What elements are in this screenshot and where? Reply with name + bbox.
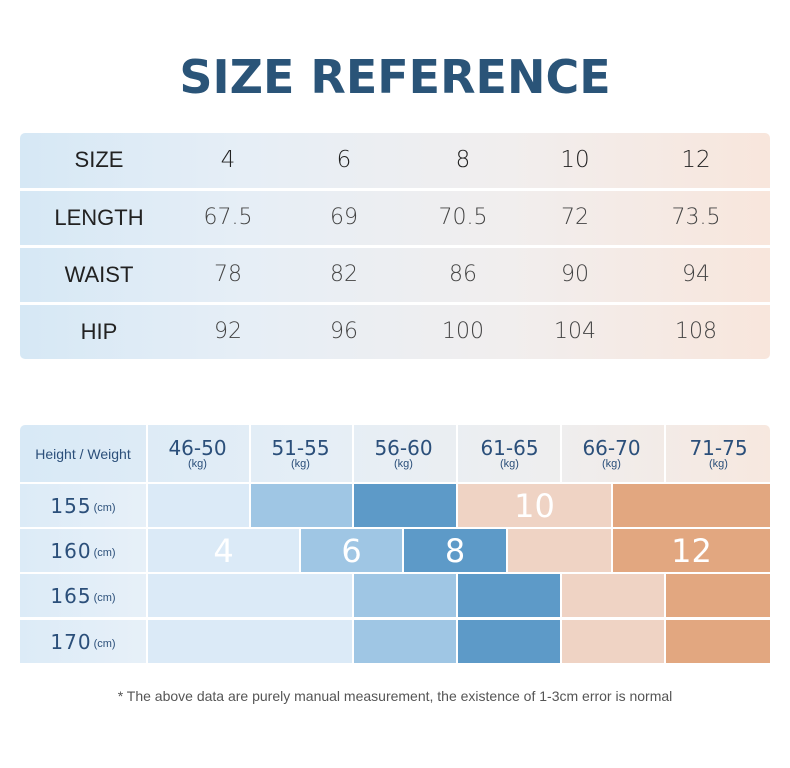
height-unit: (cm) [93, 637, 116, 650]
size-row: WAIST 78 82 86 90 94 [20, 248, 770, 301]
size-12-segment [613, 484, 770, 527]
column-divider [249, 425, 251, 482]
size-6-segment [251, 484, 352, 527]
size-6-segment [354, 620, 456, 663]
size-4-segment [148, 620, 352, 663]
height-label: 165 (cm) [20, 574, 146, 617]
weight-range: 71-75 [689, 436, 748, 460]
weight-header: Height / Weight 46-50 (kg) 51-55 (kg) 56… [20, 425, 770, 482]
weight-range: 61-65 [480, 436, 539, 460]
column-divider [352, 425, 354, 482]
weight-column-header: 66-70 (kg) [560, 425, 663, 482]
size-cell: 82 [330, 262, 358, 287]
size-8-segment [458, 574, 560, 617]
size-cell: 90 [561, 262, 589, 287]
size-cell: 70.5 [438, 205, 488, 230]
height-value: 170 [50, 629, 92, 654]
weight-unit: (kg) [602, 458, 621, 470]
size-6-segment [301, 529, 402, 572]
column-divider [664, 425, 666, 482]
height-unit: (cm) [93, 501, 116, 514]
size-cell: 78 [214, 262, 242, 287]
weight-range: 51-55 [271, 436, 330, 460]
size-cell: 100 [442, 319, 484, 344]
height-weight-chart: Height / Weight 46-50 (kg) 51-55 (kg) 56… [20, 425, 770, 665]
height-weight-label: Height / Weight [35, 445, 131, 462]
row-divider [20, 245, 770, 248]
column-divider [146, 425, 148, 482]
size-table: SIZE 4 6 8 10 12 LENGTH 67.5 69 70.5 72 … [20, 133, 770, 359]
size-cell: 67.5 [203, 205, 253, 230]
measurement-note: * The above data are purely manual measu… [117, 688, 673, 704]
size-row: SIZE 4 6 8 10 12 [20, 133, 770, 186]
column-divider [560, 425, 562, 482]
row-divider [20, 188, 770, 191]
height-row: 170 (cm) [20, 620, 770, 663]
height-row: 160 (cm) 4 6 8 12 [20, 529, 770, 572]
size-row-label: HIP [80, 318, 118, 344]
size-row: LENGTH 67.5 69 70.5 72 73.5 [20, 191, 770, 244]
size-8-segment [404, 529, 506, 572]
row-divider [20, 302, 770, 305]
height-unit: (cm) [93, 591, 116, 604]
size-12-segment [666, 620, 770, 663]
size-6-segment [354, 574, 456, 617]
size-12-segment [666, 574, 770, 617]
size-8-segment [458, 620, 560, 663]
height-row: 155 (cm) 10 [20, 484, 770, 527]
size-cell: 92 [214, 319, 242, 344]
size-12-segment [613, 529, 770, 572]
size-4-segment [148, 529, 299, 572]
height-label: 160 (cm) [20, 529, 146, 572]
size-8-segment [354, 484, 456, 527]
height-value: 155 [50, 493, 92, 518]
weight-unit: (kg) [709, 458, 728, 470]
size-cell: 4 [220, 146, 236, 173]
size-cell: 10 [560, 146, 590, 173]
weight-unit: (kg) [291, 458, 310, 470]
weight-column-header: 56-60 (kg) [352, 425, 455, 482]
height-row: 165 (cm) [20, 574, 770, 617]
height-value: 160 [50, 538, 92, 563]
size-cell: 8 [455, 146, 471, 173]
size-cell: 72 [561, 205, 589, 230]
size-row-label: LENGTH [54, 204, 144, 230]
weight-column-header: 61-65 (kg) [458, 425, 561, 482]
weight-range: 56-60 [374, 436, 433, 460]
size-10-segment [562, 574, 664, 617]
page-title: SIZE REFERENCE [179, 50, 611, 104]
height-label: 155 (cm) [20, 484, 146, 527]
size-10-segment [562, 620, 664, 663]
size-cell: 6 [336, 146, 352, 173]
size-cell: 86 [449, 262, 477, 287]
height-label: 170 (cm) [20, 620, 146, 663]
size-cell: 94 [682, 262, 710, 287]
size-10-segment [458, 484, 611, 527]
weight-unit: (kg) [500, 458, 519, 470]
size-4-segment [148, 484, 249, 527]
size-cell: 104 [554, 319, 596, 344]
weight-range: 66-70 [582, 436, 641, 460]
size-4-segment [148, 574, 352, 617]
size-cell: 96 [330, 319, 358, 344]
size-cell: 73.5 [671, 205, 721, 230]
size-row-label: SIZE [74, 146, 124, 172]
size-row-label: WAIST [64, 261, 134, 287]
size-row: HIP 92 96 100 104 108 [20, 305, 770, 358]
weight-unit: (kg) [394, 458, 413, 470]
size-10-segment [508, 529, 611, 572]
size-cell: 12 [681, 146, 711, 173]
weight-column-header: 51-55 (kg) [249, 425, 352, 482]
height-value: 165 [50, 583, 92, 608]
column-divider [456, 425, 458, 482]
size-cell: 69 [330, 205, 358, 230]
weight-column-header: 71-75 (kg) [667, 425, 770, 482]
size-cell: 108 [675, 319, 717, 344]
height-unit: (cm) [93, 546, 116, 559]
weight-unit: (kg) [188, 458, 207, 470]
weight-range: 46-50 [168, 436, 227, 460]
weight-column-header: 46-50 (kg) [146, 425, 249, 482]
